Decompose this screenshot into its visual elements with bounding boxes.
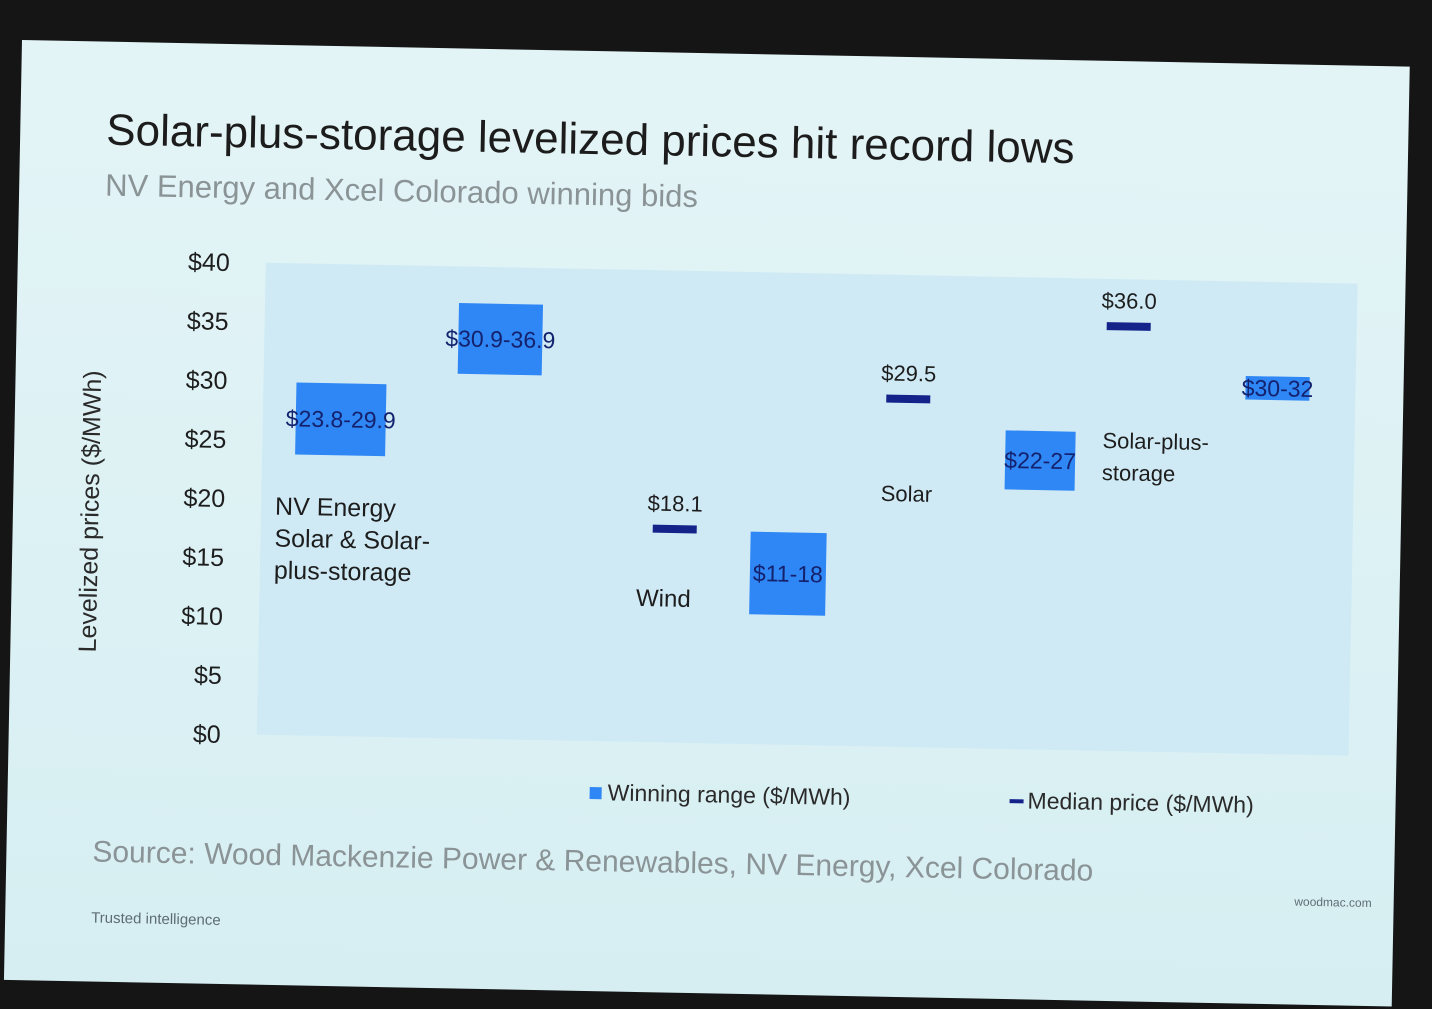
median-marker-solar-plus-storage-label: $36.0 xyxy=(1101,288,1157,314)
legend-range: Winning range ($/MWh) xyxy=(589,779,851,811)
legend-median-swatch xyxy=(1009,798,1024,803)
y-tick-label: $15 xyxy=(182,543,224,572)
footer-tagline: Trusted intelligence xyxy=(90,909,221,929)
category-label: Solar-plus- xyxy=(1102,428,1209,455)
category-label: Solar xyxy=(881,481,933,507)
category-label: Wind xyxy=(636,585,691,613)
range-box-nv-energy-2-label: $30.9-36.9 xyxy=(445,325,555,353)
category-label: storage xyxy=(1102,460,1176,486)
y-tick-label: $5 xyxy=(194,661,222,690)
plot-area xyxy=(256,262,1358,756)
y-tick-label: $25 xyxy=(184,425,226,454)
chart: $0 $5 $10 $15 $20 $25 $30 $35 $40 $23.8-29.9 $30.9… xyxy=(181,248,1358,756)
slide: Solar-plus-storage levelized prices hit … xyxy=(3,40,1410,1007)
category-label: plus-storage xyxy=(274,557,412,588)
y-tick-label: $40 xyxy=(188,248,230,277)
source-note: Source: Wood Mackenzie Power & Renewable… xyxy=(92,835,1094,888)
y-tick-label: $30 xyxy=(186,366,228,395)
median-marker-solar xyxy=(886,394,931,404)
median-marker-solar-label: $29.5 xyxy=(881,360,937,386)
legend-range-swatch xyxy=(589,786,602,799)
range-box-nv-energy-2 xyxy=(457,303,544,376)
range-box-nv-energy-1-label: $23.8-29.9 xyxy=(286,405,396,433)
footer-url: woodmac.com xyxy=(1294,894,1372,911)
range-box-solar xyxy=(1004,430,1076,491)
range-box-wind xyxy=(749,531,827,616)
legend-median: Median price ($/MWh) xyxy=(1009,787,1254,819)
range-box-nv-energy-1 xyxy=(295,382,387,457)
range-box-solar-plus-storage-label: $30-32 xyxy=(1241,375,1313,402)
legend-median-label: Median price ($/MWh) xyxy=(1027,787,1255,818)
range-box-solar-plus-storage xyxy=(1245,375,1310,401)
median-marker-wind xyxy=(652,524,697,534)
y-tick-label: $20 xyxy=(183,484,225,513)
median-marker-wind-label: $18.1 xyxy=(647,491,703,517)
y-tick-label: $35 xyxy=(187,307,229,336)
y-tick-label: $10 xyxy=(181,602,223,631)
y-tick-label: $0 xyxy=(193,720,221,749)
median-marker-solar-plus-storage xyxy=(1106,322,1151,331)
legend-range-label: Winning range ($/MWh) xyxy=(607,779,851,811)
range-box-solar-label: $22-27 xyxy=(1004,447,1076,474)
range-box-wind-label: $11-18 xyxy=(753,560,823,587)
category-label: NV Energy xyxy=(275,493,397,523)
category-label: Solar & Solar- xyxy=(274,525,430,556)
